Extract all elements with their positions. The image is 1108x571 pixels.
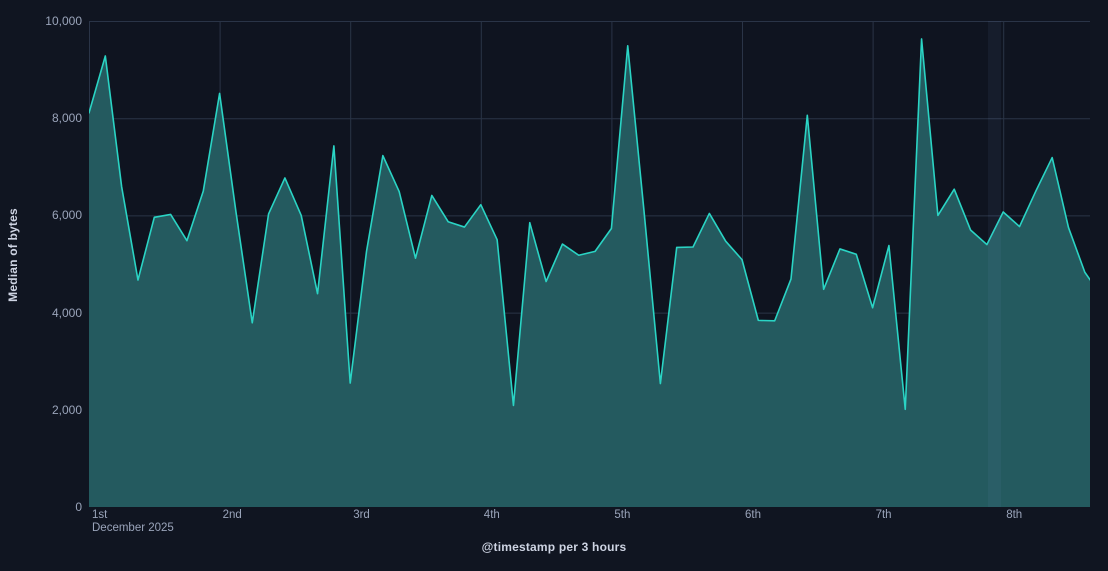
x-tick-day: 2nd xyxy=(222,509,242,521)
x-tick-label: 2nd xyxy=(223,509,242,522)
x-tick-day: 6th xyxy=(745,509,761,521)
vertical-scrollbar[interactable] xyxy=(988,21,1001,507)
x-tick-label: 1st December 2025 xyxy=(92,509,174,535)
y-tick-label: 6,000 xyxy=(51,208,82,223)
x-axis-title: @timestamp per 3 hours xyxy=(0,540,1108,554)
y-tick-label: 2,000 xyxy=(51,402,82,417)
x-axis-title-label: @timestamp per 3 hours xyxy=(481,540,627,554)
y-tick-label: 4,000 xyxy=(51,305,82,320)
series-line[interactable] xyxy=(89,38,1090,411)
y-tick-label: 10,000 xyxy=(45,14,82,28)
x-tick-label: 4th xyxy=(484,509,500,522)
x-tick-day: 1st xyxy=(92,509,108,521)
area-chart-svg xyxy=(89,21,1090,507)
x-tick-day: 8th xyxy=(1006,509,1023,521)
x-tick-day: 4th xyxy=(483,509,500,521)
x-tick-label: 7th xyxy=(876,509,892,522)
x-tick-label: 5th xyxy=(614,509,630,522)
x-tick-day: 5th xyxy=(614,509,631,521)
x-tick-day: 7th xyxy=(875,509,892,521)
y-tick-label: 8,000 xyxy=(51,111,82,126)
area-fill xyxy=(89,38,1090,507)
x-tick-day: 3rd xyxy=(353,509,370,521)
y-tick-label: 0 xyxy=(75,500,82,514)
x-tick-month-year: December 2025 xyxy=(92,522,174,534)
x-tick-label: 3rd xyxy=(353,509,370,522)
x-tick-label: 8th xyxy=(1006,509,1022,522)
x-tick-label: 6th xyxy=(745,509,761,522)
y-axis-ticks: 0 2,000 4,000 6,000 8,000 10,000 xyxy=(30,0,82,571)
plot-area xyxy=(89,21,1090,507)
